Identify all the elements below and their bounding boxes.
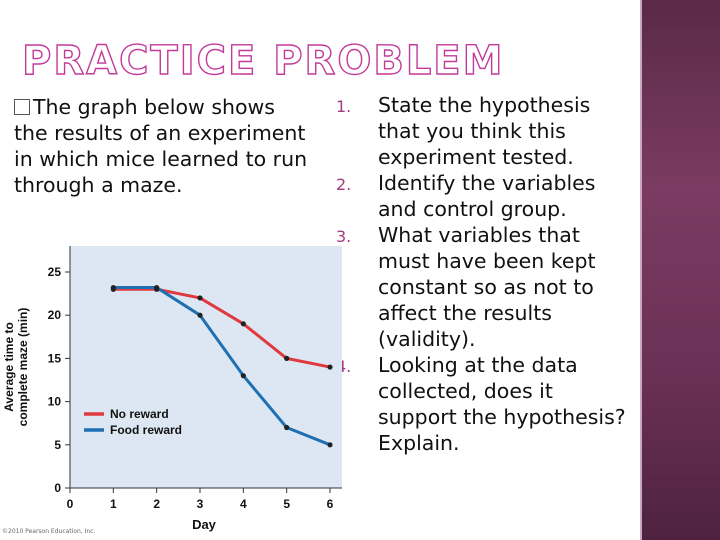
y-tick-label: 15 <box>48 351 62 365</box>
x-axis-label: Day <box>192 517 217 532</box>
data-point <box>284 424 290 431</box>
series-group <box>110 284 333 448</box>
legend-label: Food reward <box>110 423 182 437</box>
maze-time-line-chart: 0 5 10 15 20 25 0 1 2 3 4 5 6 Average time to compl… <box>2 246 342 532</box>
series-line <box>113 287 331 369</box>
data-point <box>197 295 203 301</box>
data-point <box>284 355 290 361</box>
question-item: 3. What variables that must have been kep… <box>336 222 636 352</box>
question-number: 2. <box>336 175 352 194</box>
x-tick-label: 1 <box>110 497 117 511</box>
question-text: Identify the variables and control group… <box>378 171 596 221</box>
sidebar-divider <box>640 0 642 540</box>
plot-background <box>70 246 342 488</box>
data-point <box>240 373 246 379</box>
x-tick-label: 5 <box>283 497 290 511</box>
question-item: 4. Looking at the data collected, does it… <box>336 352 636 456</box>
slide-title: PRACTICE PROBLEM <box>21 37 505 84</box>
question-number: 1. <box>336 97 352 116</box>
y-tick-label: 5 <box>54 438 61 452</box>
data-point <box>327 364 333 370</box>
checkbox-bullet-icon <box>14 99 30 115</box>
y-tick-label: 20 <box>48 308 62 322</box>
y-tick-label: 0 <box>54 481 61 495</box>
question-text: What variables that must have been kept … <box>378 223 596 351</box>
question-text: Looking at the data collected, does it s… <box>378 353 626 455</box>
data-point <box>197 312 203 318</box>
x-tick-label: 6 <box>327 497 334 511</box>
y-tick-label: 10 <box>48 395 62 409</box>
legend: No reward Food reward <box>84 407 182 437</box>
y-tick-label: 25 <box>48 265 62 279</box>
question-item: 2. Identify the variables and control gro… <box>336 170 636 222</box>
question-text: State the hypothesis that you think this… <box>378 93 591 169</box>
x-tick-label: 3 <box>197 497 204 511</box>
x-tick-label: 4 <box>240 497 247 511</box>
legend-label: No reward <box>110 407 169 421</box>
question-item: 1. State the hypothesis that you think th… <box>336 92 636 170</box>
question-list: 1. State the hypothesis that you think th… <box>336 92 636 456</box>
x-axis: 0 1 2 3 4 5 6 <box>67 487 342 511</box>
data-point <box>110 284 116 291</box>
x-tick-label: 0 <box>67 497 74 511</box>
intro-paragraph: The graph below shows the results of an … <box>14 94 314 198</box>
data-point <box>240 321 246 327</box>
data-point <box>154 284 160 291</box>
y-axis-label-line1: Average time to <box>2 322 16 412</box>
x-tick-label: 2 <box>153 497 160 511</box>
series-line <box>113 286 331 447</box>
decorative-sidebar <box>642 0 720 540</box>
y-axis: 0 5 10 15 20 25 <box>48 246 71 495</box>
intro-text: The graph below shows the results of an … <box>14 95 308 197</box>
copyright-credit: ©2010 Pearson Education, Inc. <box>2 528 96 535</box>
question-number: 3. <box>336 227 352 246</box>
y-axis-label-line2: complete maze (min) <box>16 308 30 427</box>
data-point <box>327 442 333 448</box>
